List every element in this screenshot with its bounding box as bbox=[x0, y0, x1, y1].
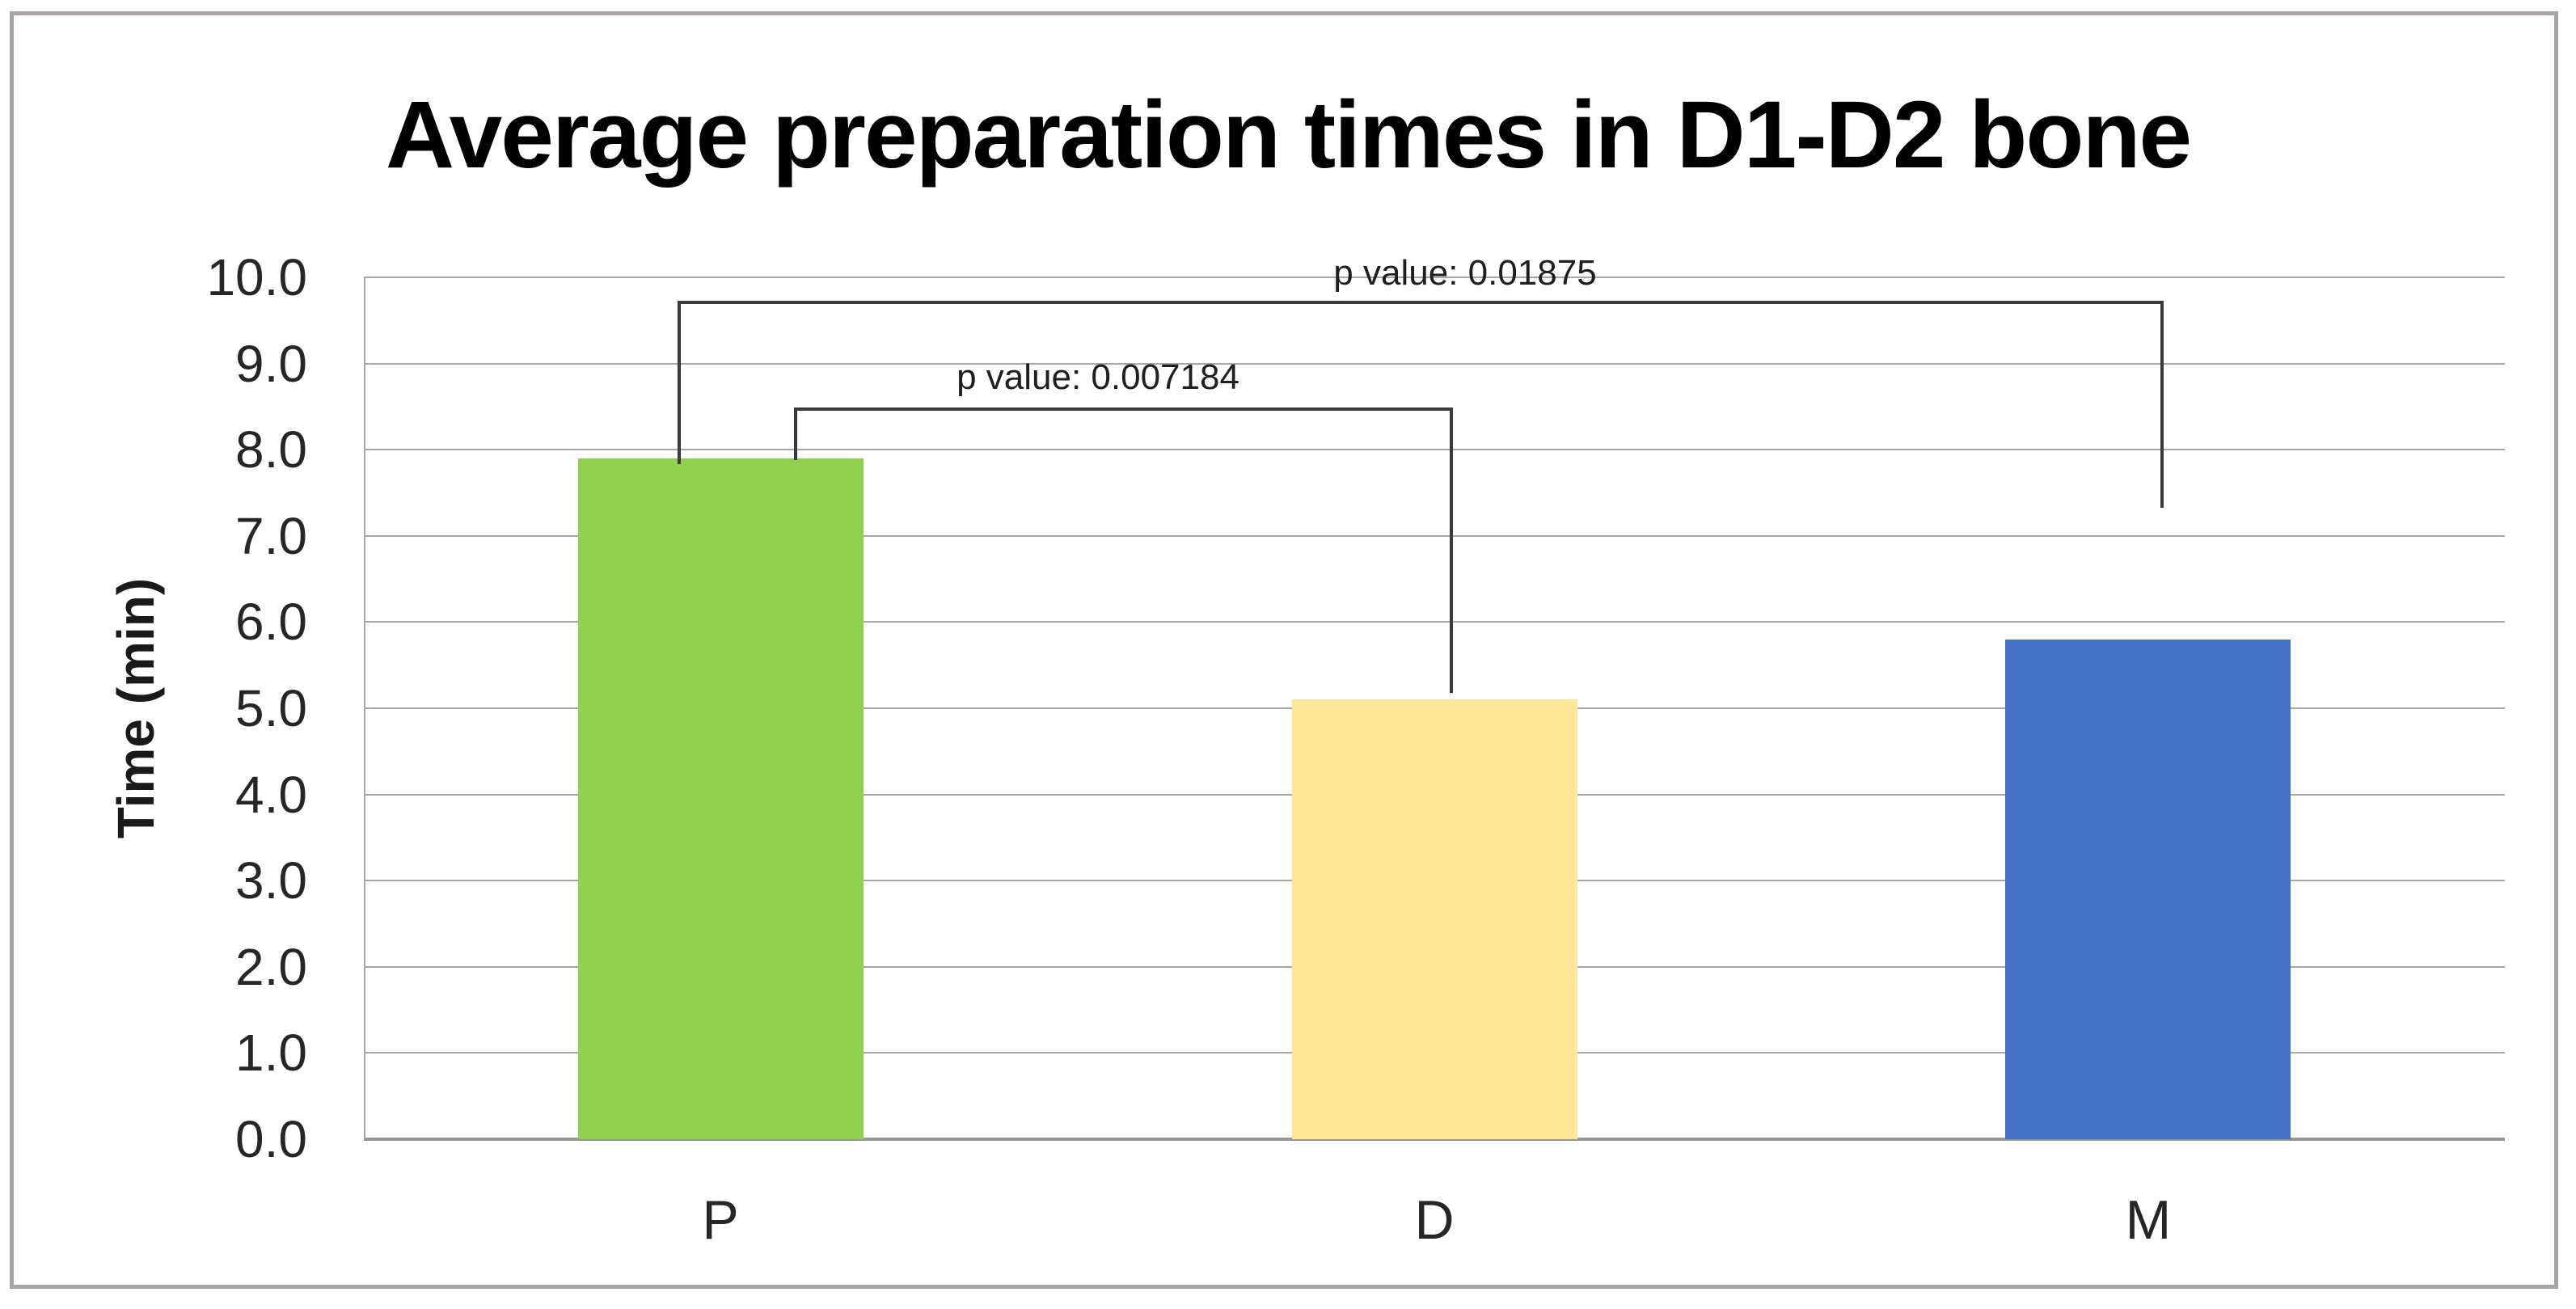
y-tick-label: 1.0 bbox=[235, 1024, 307, 1083]
gridline-y-8.0 bbox=[364, 449, 2505, 451]
x-axis-line bbox=[364, 1138, 2505, 1141]
y-tick-label: 10.0 bbox=[206, 248, 307, 306]
bar-P bbox=[578, 458, 864, 1139]
y-tick-label: 6.0 bbox=[235, 593, 307, 652]
y-tick-label: 0.0 bbox=[235, 1110, 307, 1168]
y-tick-label: 2.0 bbox=[235, 937, 307, 996]
gridline-y-9.0 bbox=[364, 362, 2505, 365]
y-tick-label: 5.0 bbox=[235, 679, 307, 737]
y-tick-label: 4.0 bbox=[235, 765, 307, 824]
category-label-P: P bbox=[702, 1189, 739, 1251]
bracket-horizontal-PD bbox=[794, 407, 1453, 411]
y-tick-label: 8.0 bbox=[235, 420, 307, 479]
chart-title: Average preparation times in D1-D2 bone bbox=[385, 82, 2192, 188]
y-tick-label: 7.0 bbox=[235, 506, 307, 565]
y-tick-label: 3.0 bbox=[235, 851, 307, 910]
category-label-M: M bbox=[2125, 1189, 2172, 1251]
gridline-y-6.0 bbox=[364, 621, 2505, 623]
bracket-drop-right-PD bbox=[1450, 409, 1453, 693]
bar-M bbox=[2005, 640, 2291, 1139]
gridline-y-7.0 bbox=[364, 534, 2505, 537]
bracket-drop-left-PD bbox=[794, 409, 797, 460]
gridline-y-10.0 bbox=[364, 277, 2505, 278]
bar-D bbox=[1292, 699, 1577, 1139]
bracket-horizontal-PM bbox=[678, 301, 2164, 304]
category-label-D: D bbox=[1414, 1189, 1455, 1251]
bracket-drop-left-PM bbox=[678, 302, 681, 464]
p-value-label-PD: p value: 0.007184 bbox=[956, 357, 1239, 397]
plot-area bbox=[364, 277, 2505, 1141]
y-tick-label: 9.0 bbox=[235, 334, 307, 393]
p-value-label-PM: p value: 0.01875 bbox=[1333, 252, 1597, 293]
chart-outer-frame bbox=[10, 11, 2558, 1289]
bracket-drop-right-PM bbox=[2160, 302, 2164, 508]
